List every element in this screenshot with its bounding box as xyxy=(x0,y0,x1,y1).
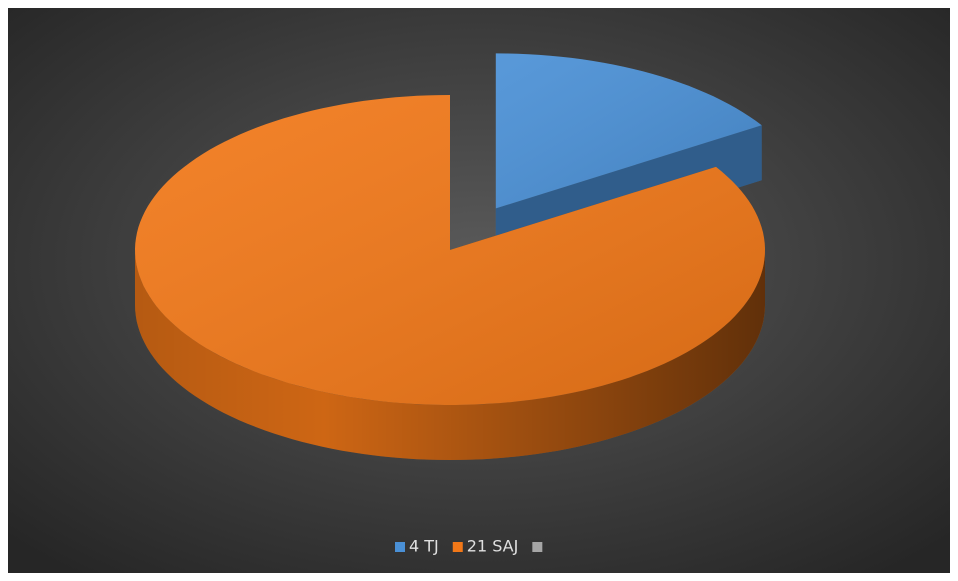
legend-label: 4 TJ xyxy=(409,537,439,556)
slice-top-shade xyxy=(495,53,762,209)
slice xyxy=(135,95,765,460)
legend-marker xyxy=(395,542,405,552)
legend-marker xyxy=(452,542,463,552)
slice-top-shade xyxy=(135,95,765,405)
slice-wall-shade xyxy=(135,250,765,460)
legend-label: 21 SAJ xyxy=(467,537,519,556)
legend-marker xyxy=(532,542,543,552)
legend: 4 TJ 21 SAJ xyxy=(395,537,543,556)
pie xyxy=(135,53,765,460)
